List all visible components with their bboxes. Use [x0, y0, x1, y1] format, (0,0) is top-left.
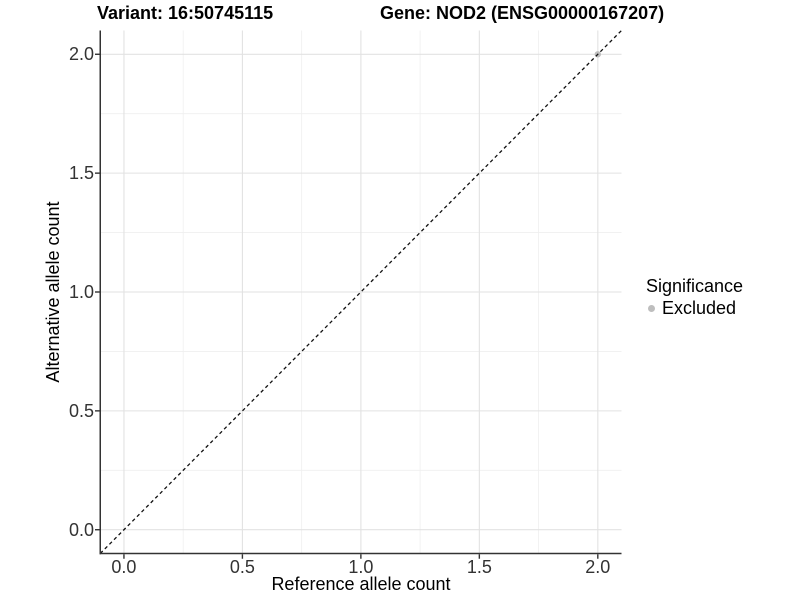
y-axis-title: Alternative allele count: [43, 201, 63, 383]
y-tick-label: 1.5: [68, 163, 94, 184]
x-tick-label: 1.0: [348, 557, 374, 577]
legend-entry-label: Excluded: [662, 298, 737, 318]
x-axis-title: Reference allele count: [271, 574, 451, 594]
legend-entry-excluded: Excluded: [646, 298, 743, 318]
y-tick-label: 0.5: [68, 400, 94, 421]
x-tick-label: 0.5: [229, 557, 255, 577]
y-tick-label: 0.0: [68, 519, 94, 540]
x-tick-label: 2.0: [585, 557, 611, 577]
legend-title: Significance: [646, 276, 744, 296]
variant-title: Variant: 16:50745115: [97, 3, 274, 23]
y-tick-label: 2.0: [68, 44, 94, 65]
excluded-point-icon: [648, 305, 655, 312]
gene-title: Gene: NOD2 (ENSG00000167207): [380, 3, 665, 23]
x-tick-label: 1.5: [466, 557, 492, 577]
legend: Significance Excluded: [646, 276, 743, 318]
x-tick-label: 0.0: [111, 557, 137, 577]
y-tick-label: 1.0: [68, 282, 94, 302]
